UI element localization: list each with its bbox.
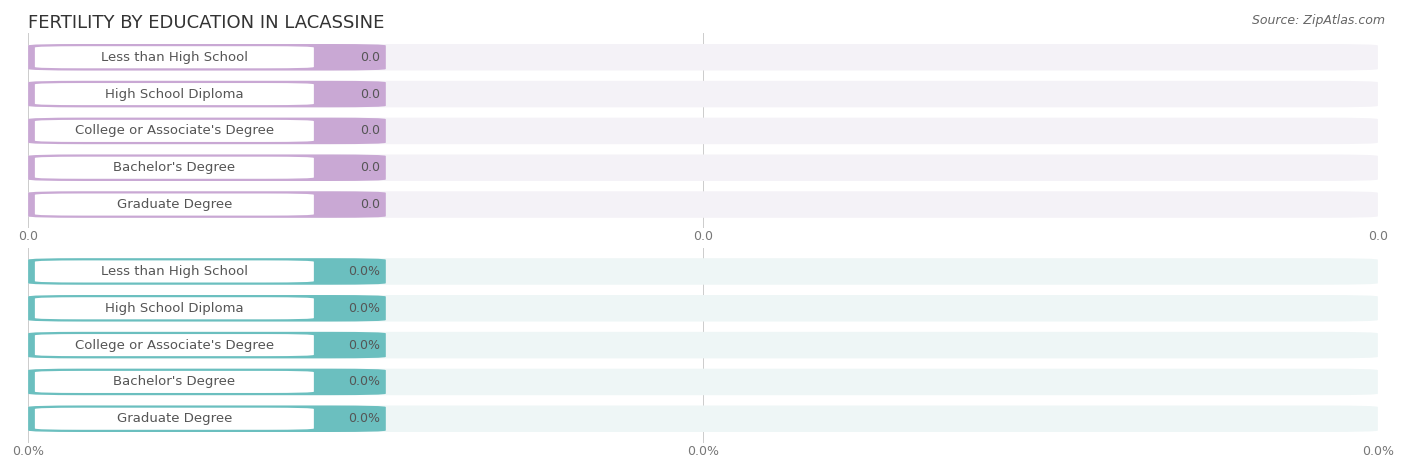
FancyBboxPatch shape bbox=[28, 258, 1378, 285]
FancyBboxPatch shape bbox=[28, 258, 385, 285]
FancyBboxPatch shape bbox=[35, 408, 314, 430]
Text: Bachelor's Degree: Bachelor's Degree bbox=[114, 161, 235, 174]
Text: 0.0%: 0.0% bbox=[13, 445, 44, 457]
FancyBboxPatch shape bbox=[35, 46, 314, 68]
Text: College or Associate's Degree: College or Associate's Degree bbox=[75, 124, 274, 138]
Text: 0.0%: 0.0% bbox=[349, 265, 381, 278]
Text: FERTILITY BY EDUCATION IN LACASSINE: FERTILITY BY EDUCATION IN LACASSINE bbox=[28, 14, 384, 32]
Text: High School Diploma: High School Diploma bbox=[105, 302, 243, 315]
FancyBboxPatch shape bbox=[35, 334, 314, 356]
FancyBboxPatch shape bbox=[28, 191, 1378, 218]
Text: Less than High School: Less than High School bbox=[101, 51, 247, 64]
FancyBboxPatch shape bbox=[28, 44, 385, 70]
Text: 0.0: 0.0 bbox=[360, 124, 381, 138]
Text: Bachelor's Degree: Bachelor's Degree bbox=[114, 376, 235, 388]
FancyBboxPatch shape bbox=[28, 406, 385, 432]
FancyBboxPatch shape bbox=[28, 295, 385, 321]
Text: 0.0: 0.0 bbox=[360, 51, 381, 64]
FancyBboxPatch shape bbox=[28, 406, 1378, 432]
FancyBboxPatch shape bbox=[28, 332, 1378, 358]
Text: 0.0%: 0.0% bbox=[349, 302, 381, 315]
Text: Graduate Degree: Graduate Degree bbox=[117, 198, 232, 211]
FancyBboxPatch shape bbox=[35, 371, 314, 393]
FancyBboxPatch shape bbox=[28, 44, 1378, 70]
Text: High School Diploma: High School Diploma bbox=[105, 88, 243, 100]
FancyBboxPatch shape bbox=[28, 295, 1378, 321]
FancyBboxPatch shape bbox=[35, 120, 314, 142]
FancyBboxPatch shape bbox=[28, 369, 385, 395]
FancyBboxPatch shape bbox=[35, 297, 314, 319]
FancyBboxPatch shape bbox=[28, 81, 1378, 107]
FancyBboxPatch shape bbox=[35, 260, 314, 282]
FancyBboxPatch shape bbox=[35, 83, 314, 105]
FancyBboxPatch shape bbox=[28, 191, 385, 218]
FancyBboxPatch shape bbox=[28, 81, 385, 107]
Text: 0.0%: 0.0% bbox=[349, 338, 381, 352]
Text: 0.0: 0.0 bbox=[360, 161, 381, 174]
Text: 0.0: 0.0 bbox=[360, 198, 381, 211]
Text: 0.0%: 0.0% bbox=[349, 412, 381, 425]
Text: College or Associate's Degree: College or Associate's Degree bbox=[75, 338, 274, 352]
FancyBboxPatch shape bbox=[35, 194, 314, 216]
FancyBboxPatch shape bbox=[28, 118, 1378, 144]
Text: Less than High School: Less than High School bbox=[101, 265, 247, 278]
Text: 0.0: 0.0 bbox=[693, 230, 713, 243]
FancyBboxPatch shape bbox=[28, 155, 1378, 181]
FancyBboxPatch shape bbox=[28, 332, 385, 358]
Text: 0.0: 0.0 bbox=[1368, 230, 1388, 243]
FancyBboxPatch shape bbox=[28, 118, 385, 144]
FancyBboxPatch shape bbox=[35, 157, 314, 179]
Text: 0.0%: 0.0% bbox=[349, 376, 381, 388]
Text: 0.0: 0.0 bbox=[360, 88, 381, 100]
FancyBboxPatch shape bbox=[28, 369, 1378, 395]
Text: Graduate Degree: Graduate Degree bbox=[117, 412, 232, 425]
FancyBboxPatch shape bbox=[28, 155, 385, 181]
Text: 0.0%: 0.0% bbox=[688, 445, 718, 457]
Text: 0.0%: 0.0% bbox=[1362, 445, 1393, 457]
Text: Source: ZipAtlas.com: Source: ZipAtlas.com bbox=[1251, 14, 1385, 27]
Text: 0.0: 0.0 bbox=[18, 230, 38, 243]
